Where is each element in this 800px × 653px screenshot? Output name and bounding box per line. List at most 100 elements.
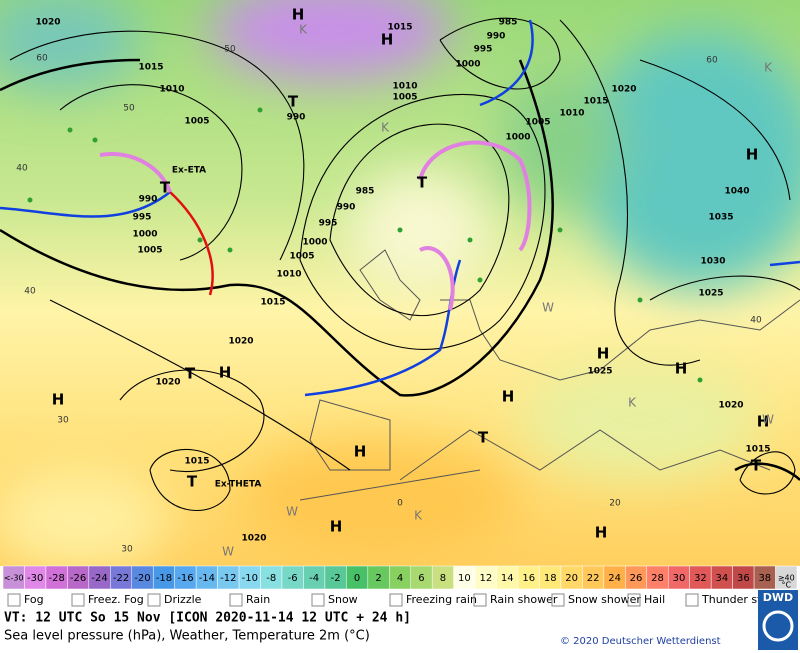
scale-label: 36	[737, 573, 750, 584]
scale-label: 22	[587, 573, 600, 584]
pressure-label: 1010	[276, 270, 301, 280]
scale-label: ≥40	[778, 574, 795, 583]
cold-label: K	[381, 121, 390, 135]
isotherm-label: 20	[609, 499, 621, 509]
low-pressure: T	[288, 93, 299, 111]
scale-label: 0	[354, 573, 360, 584]
scale-label: -4	[309, 573, 319, 584]
pressure-label: 1030	[700, 257, 725, 267]
legend-label: Freezing rain	[406, 593, 477, 606]
pressure-label: 1000	[132, 230, 157, 240]
scale-label: -24	[91, 573, 107, 584]
high-pressure: H	[219, 364, 232, 382]
scale-label: -16	[177, 573, 193, 584]
scale-label: 24	[608, 573, 621, 584]
pressure-label: 1015	[387, 23, 412, 33]
high-pressure: H	[746, 146, 759, 164]
legend-icon	[685, 593, 699, 607]
pressure-label: 1010	[559, 109, 584, 119]
cold-label: K	[764, 61, 773, 75]
cold-label: K	[414, 509, 423, 523]
isotherm-label: 40	[24, 287, 36, 297]
scale-label: 38	[758, 573, 771, 584]
high-pressure: H	[502, 388, 515, 406]
legend-label: Snow shower	[568, 593, 641, 606]
scale-label: -18	[156, 573, 172, 584]
scale-label: 26	[630, 573, 643, 584]
legend-icon	[389, 593, 403, 607]
pressure-label: 1020	[228, 337, 253, 347]
copyright: © 2020 Deutscher Wetterdienst	[560, 636, 721, 647]
scale-label: 6	[418, 573, 424, 584]
pressure-label: 1020	[155, 378, 180, 388]
scale-label: 8	[440, 573, 446, 584]
pressure-label: 990	[337, 203, 356, 213]
pressure-label: 990	[139, 195, 158, 205]
pressure-label: 1020	[611, 85, 636, 95]
high-pressure: H	[292, 6, 305, 24]
legend-label: Freez. Fog	[88, 593, 144, 606]
isotherm-label: 60	[36, 54, 48, 64]
pressure-label: 1015	[260, 298, 285, 308]
legend-icon	[311, 593, 325, 607]
warm-label: W	[222, 545, 234, 559]
low-pressure: T	[187, 473, 198, 491]
scale-label: -20	[134, 573, 150, 584]
pressure-label: 1025	[587, 367, 612, 377]
scale-label: 16	[522, 573, 535, 584]
high-pressure: H	[381, 31, 394, 49]
pressure-label: 1020	[35, 18, 60, 28]
high-pressure: H	[330, 518, 343, 536]
scale-label: -12	[220, 573, 236, 584]
isotherm-label: 50	[123, 104, 135, 114]
legend-icon	[7, 593, 21, 607]
pressure-label: 990	[487, 32, 506, 42]
warm-label: W	[286, 505, 298, 519]
pressure-label: 1000	[302, 238, 327, 248]
scale-label: -26	[70, 573, 86, 584]
storm-name: Ex-ETA	[172, 166, 206, 176]
pressure-label: 1000	[505, 133, 530, 143]
cold-label: K	[628, 396, 637, 410]
warm-label: W	[762, 413, 774, 427]
low-pressure: T	[185, 365, 196, 383]
pressure-label: 1005	[525, 118, 550, 128]
pressure-label: 990	[287, 113, 306, 123]
isotherm-label: 40	[16, 164, 28, 174]
pressure-label: 985	[499, 18, 518, 28]
pressure-label: 1005	[392, 93, 417, 103]
isotherm-label: 60	[706, 56, 718, 66]
high-pressure: H	[675, 360, 688, 378]
warm-label: W	[542, 301, 554, 315]
logo-swirl	[762, 610, 794, 642]
legend-label: Hail	[644, 593, 665, 606]
legend-icon	[229, 593, 243, 607]
scale-unit: °C	[781, 581, 791, 590]
isotherm-label: 30	[121, 545, 133, 555]
legend-label: Rain	[246, 593, 270, 606]
low-pressure: T	[160, 179, 171, 197]
high-pressure: H	[595, 524, 608, 542]
scale-label: 34	[716, 573, 729, 584]
temperature-scale: <-30 -30 -28 -26 -24 -22 -20 -18 -16 -14 -12 -10 -8-…	[2, 565, 798, 590]
scale-label: 14	[501, 573, 514, 584]
scale-label: -28	[48, 573, 64, 584]
scale-label: -14	[199, 573, 215, 584]
scale-label: -22	[113, 573, 129, 584]
pressure-label: 1015	[138, 63, 163, 73]
isotherm-label: 30	[57, 416, 69, 426]
pressure-label: 985	[356, 187, 375, 197]
pressure-label: 1005	[289, 252, 314, 262]
cold-label: K	[299, 23, 308, 37]
legend-icon	[147, 593, 161, 607]
scale-label: <-30	[4, 574, 24, 583]
storm-name: Ex-THETA	[215, 480, 262, 490]
pressure-label: 1015	[184, 457, 209, 467]
logo-text: DWD	[763, 591, 793, 604]
pressure-label: 1005	[184, 117, 209, 127]
legend-label: Snow	[328, 593, 358, 606]
description: Sea level pressure (hPa), Weather, Tempe…	[4, 629, 370, 644]
